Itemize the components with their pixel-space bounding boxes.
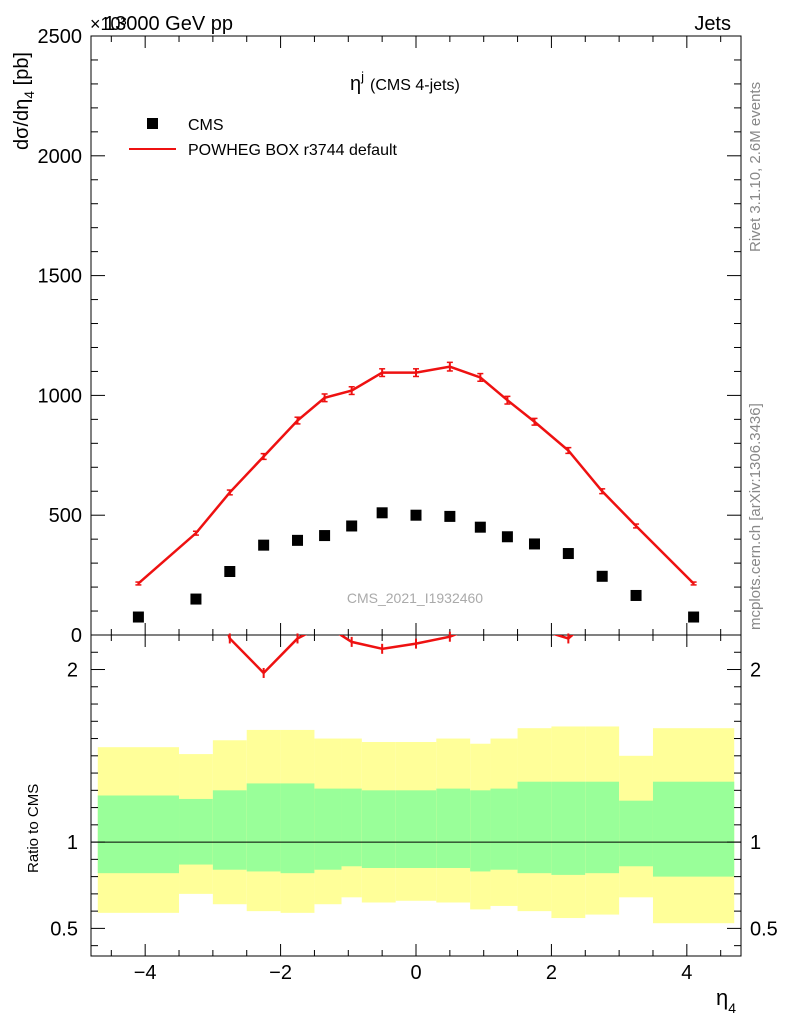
plot-title-superscript: j [360,69,364,84]
x-tick-label: 0 [410,962,421,984]
plot-title-rest: (CMS 4-jets) [370,77,460,94]
analysis-watermark: CMS_2021_I1932460 [347,590,483,606]
plot-title: ηj (CMS 4-jets) [350,69,460,95]
legend-cms-marker [147,118,158,129]
header-energy-label: 13000 GeV pp [104,13,233,35]
ratio-green-band-4 [280,783,315,874]
y-tick-label: 0 [71,625,82,647]
ratio-y-tick-label-right: 1 [750,832,761,854]
mcplots-label: mcplots.cern.ch [arXiv:1306.3436] [747,403,764,630]
ratio-green-band-15 [619,800,653,867]
y-tick-label: 1500 [38,266,83,288]
data-marks [132,361,700,678]
ratio-green-band-14 [585,781,620,874]
y-axis-label-main: dσ/dη [11,99,33,150]
ratio-powheg-line [227,635,575,675]
ratio-green-band-9 [436,788,471,868]
ratio-y-axis-label: Ratio to CMS [25,784,42,873]
ratio-y-tick-label-right: 2 [750,660,761,682]
plot-title-main: η [350,73,361,95]
x-tick-label: 2 [546,962,557,984]
ratio-green-band-7 [361,790,396,868]
ratio-green-band-10 [470,790,491,872]
cms-data-point [410,509,422,521]
cms-data-point [190,593,202,605]
ratio-green-band-3 [246,783,281,872]
cms-data-point [444,510,456,522]
rivet-version-label: Rivet 3.1.10, 2.6M events [747,82,764,252]
cms-data-point [501,531,513,543]
x-axis-label: η4 [716,985,736,1016]
cms-data-point [376,507,388,519]
x-tick-label: −4 [134,962,157,984]
y-tick-label: 2500 [38,26,83,48]
cms-data-point [528,538,540,550]
x-tick-label: 4 [681,962,692,984]
ratio-green-band-0 [97,795,180,874]
y-tick-label: 1000 [38,385,83,407]
cms-data-point [630,589,642,601]
powheg-line [137,365,695,585]
ratio-green-band-6 [341,788,362,867]
ratio-green-band-11 [490,788,518,870]
ratio-green-band-2 [212,790,247,870]
cms-data-point [474,521,486,533]
cms-data-point [596,570,608,582]
ratio-green-band-16 [652,781,735,877]
ratio-y-tick-label: 0.5 [50,918,78,940]
legend-powheg-label: POWHEG BOX r3744 default [188,142,398,159]
y-tick-label: 2000 [38,146,83,168]
cms-data-point [319,530,331,542]
ratio-green-band-12 [517,781,552,874]
cms-data-point [132,611,144,623]
ratio-y-tick-label: 1 [67,832,78,854]
ratio-green-band-5 [314,788,342,870]
cms-data-point [562,548,574,560]
legend: CMS POWHEG BOX r3744 default [129,117,398,159]
y-tick-label: 500 [49,505,82,527]
legend-cms-label: CMS [188,117,224,134]
ratio-uncertainty-bands [91,726,741,924]
ratio-y-tick-label-right: 0.5 [750,918,778,940]
cms-data-point [688,611,700,623]
ratio-y-tick-label: 2 [67,660,78,682]
ratio-green-band-1 [179,798,213,865]
ratio-green-band-8 [395,790,437,868]
y-axis-label-unit: [pb] [11,52,33,91]
x-axis-label-subscript: 4 [728,1000,736,1016]
y-axis-label: dσ/dη4 [pb] [11,52,37,150]
cms-data-point [258,539,270,551]
cms-data-point [292,534,304,546]
y-axis-label-subscript: 4 [21,91,37,99]
cms-data-point [224,566,236,578]
header-process-label: Jets [694,13,731,35]
cms-data-point [346,520,358,532]
axis-ticks: −4 −2 0 2 4 0 500 1000 1500 2000 2500 0.5 0.5 1 1 2 2 [38,26,778,984]
x-axis-label-main: η [716,985,728,1010]
ratio-green-band-13 [551,781,586,875]
y-axis-exponent: ×10³ [90,14,127,34]
x-tick-label: −2 [269,962,292,984]
